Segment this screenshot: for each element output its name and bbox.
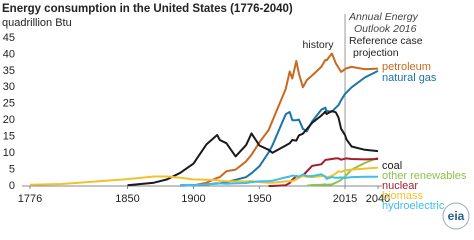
annotation: Reference case [349,35,423,47]
y-tick-label: 25 [3,98,15,110]
legend-label: natural gas [382,72,437,84]
annotation: history [303,39,335,51]
y-tick-label: 35 [3,65,15,77]
series-line [180,70,379,187]
x-tick-label: 2015 [333,193,357,205]
logo-ring [442,202,470,230]
annotation: Annual Energy [348,11,419,23]
y-tick-label: 40 [3,48,15,60]
x-tick-label: 1776 [18,193,42,205]
annotation: Outlook 2016 [354,23,417,35]
legend-label: biomass [382,190,423,202]
y-tick-label: 15 [3,131,15,143]
annotation: projection [353,47,399,59]
series-line [29,166,379,186]
legend-label: coal [382,160,402,172]
x-tick-label: 1950 [247,193,271,205]
y-tick-label: 45 [3,32,15,44]
x-tick-label: 1900 [181,193,205,205]
series-line [127,110,379,187]
logo: eia [448,209,465,223]
chart-subtitle: quadrillion Btu [2,17,72,29]
y-tick-label: 5 [9,163,15,175]
legend-label: petroleum [382,61,431,73]
series-line [180,52,379,187]
chart: Energy consumption in the United States … [2,3,470,230]
chart-title: Energy consumption in the United States … [2,3,293,15]
y-tick-label: 0 [9,180,15,192]
series-line [180,173,378,187]
legend-label: other renewables [382,170,467,182]
x-tick-label: 1850 [115,193,139,205]
legend-label: nuclear [382,180,418,192]
y-tick-label: 20 [3,114,15,126]
x-tick-label: 2040 [366,193,390,205]
y-tick-label: 10 [3,147,15,159]
y-tick-label: 30 [3,81,15,93]
legend-label: hydroelectric [382,200,445,212]
